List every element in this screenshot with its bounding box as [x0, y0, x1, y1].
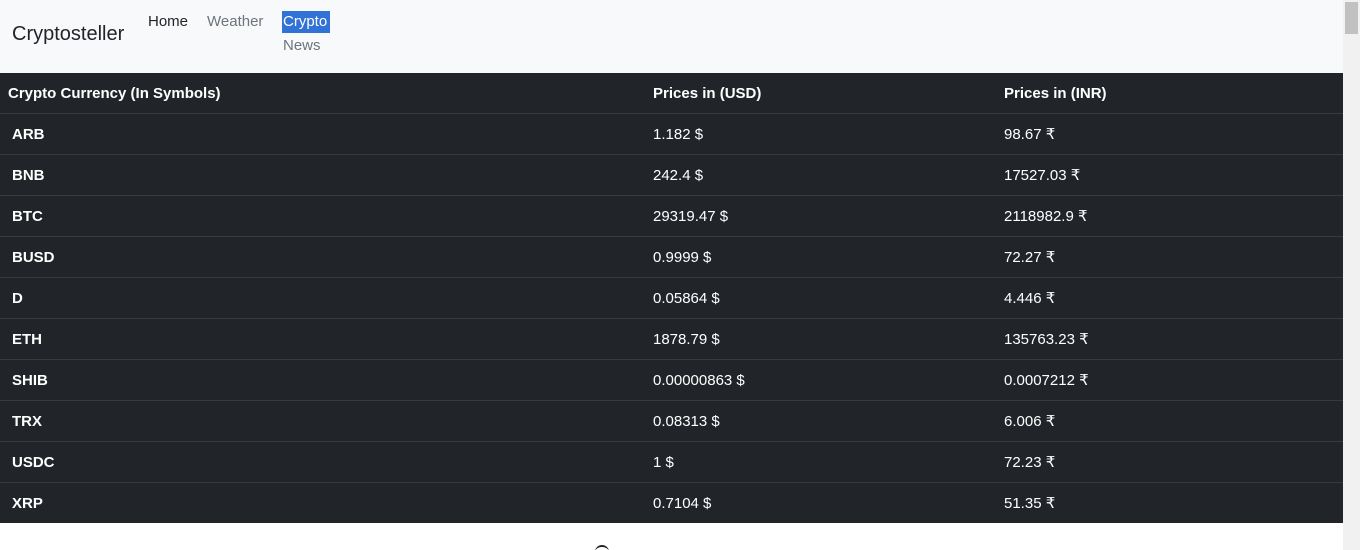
table-header-row: Crypto Currency (In Symbols) Prices in (…	[0, 73, 1343, 114]
header-price-inr: Prices in (INR)	[1004, 73, 1343, 114]
partial-heading-glyph	[595, 545, 609, 550]
header-crypto-symbol: Crypto Currency (In Symbols)	[0, 73, 653, 114]
navbar: Cryptosteller Home Weather Crypto News	[0, 0, 1343, 73]
table-row: SHIB 0.00000863 $ 0.0007212 ₹	[0, 359, 1343, 401]
table-row: TRX 0.08313 $ 6.006 ₹	[0, 400, 1343, 442]
symbol-cell: ETH	[0, 318, 653, 360]
scrollbar-thumb[interactable]	[1345, 2, 1358, 34]
table-row: BTC 29319.47 $ 2118982.9 ₹	[0, 195, 1343, 237]
nav-link-weather[interactable]: Weather	[207, 13, 264, 30]
usd-price-cell: 242.4 $	[653, 154, 1004, 196]
symbol-cell: TRX	[0, 400, 653, 442]
symbol-cell: ARB	[0, 113, 653, 155]
inr-price-cell: 98.67 ₹	[1004, 113, 1343, 155]
usd-price-cell: 1878.79 $	[653, 318, 1004, 360]
navbar-brand[interactable]: Cryptosteller	[12, 23, 125, 45]
table-row: ARB 1.182 $ 98.67 ₹	[0, 113, 1343, 155]
usd-price-cell: 0.7104 $	[653, 494, 712, 512]
symbol-cell: USDC	[0, 441, 653, 483]
inr-price-cell: 72.23 ₹	[1004, 441, 1343, 483]
inr-price-cell: 17527.03 ₹	[1004, 154, 1343, 196]
usd-price-cell: 0.08313 $	[653, 400, 1004, 442]
inr-price-cell: 2118982.9 ₹	[1004, 195, 1343, 237]
table-row: XRP 0.7104 $ 51.35 ₹	[0, 483, 1343, 524]
usd-price-cell: 0.9999 $	[653, 236, 1004, 278]
symbol-cell: D	[0, 277, 653, 319]
nav-link-news[interactable]: News	[283, 37, 321, 54]
symbol-cell: BNB	[0, 154, 653, 196]
usd-price-cell: 1.182 $	[653, 113, 1004, 155]
table-row: USDC 1 $ 72.23 ₹	[0, 441, 1343, 483]
table-row: BNB 242.4 $ 17527.03 ₹	[0, 154, 1343, 196]
nav-link-crypto[interactable]: Crypto	[282, 11, 331, 33]
symbol-cell: XRP	[12, 494, 43, 512]
table-body: ARB 1.182 $ 98.67 ₹ BNB 242.4 $ 17527.03…	[0, 113, 1343, 524]
inr-price-cell: 72.27 ₹	[1004, 236, 1343, 278]
usd-price-cell: 0.00000863 $	[653, 359, 1004, 401]
usd-price-cell: 0.05864 $	[653, 277, 1004, 319]
usd-price-cell: 1 $	[653, 441, 1004, 483]
table-row: BUSD 0.9999 $ 72.27 ₹	[0, 236, 1343, 278]
crypto-price-table: Crypto Currency (In Symbols) Prices in (…	[0, 73, 1343, 523]
inr-price-cell: 51.35 ₹	[1004, 495, 1056, 512]
symbol-cell: SHIB	[0, 359, 653, 401]
symbol-cell: BUSD	[0, 236, 653, 278]
symbol-cell: BTC	[0, 195, 653, 237]
table-row: ETH 1878.79 $ 135763.23 ₹	[0, 318, 1343, 360]
table-header: Crypto Currency (In Symbols) Prices in (…	[0, 73, 1343, 114]
table-row: D 0.05864 $ 4.446 ₹	[0, 277, 1343, 319]
header-price-usd: Prices in (USD)	[653, 73, 1004, 114]
inr-price-cell: 135763.23 ₹	[1004, 318, 1343, 360]
usd-price-cell: 29319.47 $	[653, 195, 1004, 237]
inr-price-cell: 0.0007212 ₹	[1004, 359, 1343, 401]
nav-link-home[interactable]: Home	[148, 13, 189, 30]
inr-price-cell: 4.446 ₹	[1004, 277, 1343, 319]
inr-price-cell: 6.006 ₹	[1004, 400, 1343, 442]
vertical-scrollbar[interactable]	[1343, 0, 1360, 550]
